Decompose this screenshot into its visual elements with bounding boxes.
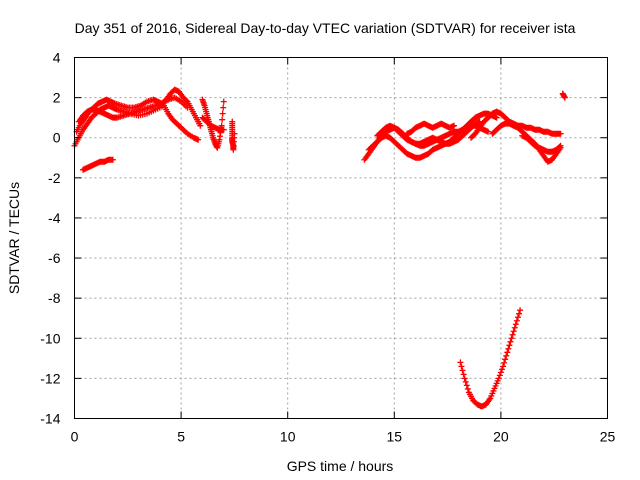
data-point [556, 143, 563, 150]
y-tick-label: -10 [40, 330, 60, 346]
data-point [557, 130, 564, 137]
data-point [458, 363, 465, 370]
data-point [557, 142, 564, 149]
data-point [462, 378, 469, 385]
data-point [500, 363, 507, 370]
data-point [517, 307, 524, 314]
y-tick-label: -6 [48, 250, 61, 266]
series-track-l [468, 108, 564, 141]
x-axis-label: GPS time / hours [287, 458, 394, 474]
data-point [504, 349, 511, 356]
series-track-a [71, 102, 202, 149]
data-point [495, 375, 502, 382]
data-point [511, 324, 518, 331]
axis-ticks: 0 5 10 15 20 25 -14 -12 -10 -8 -6 -4 -2 0 2 4 [40, 50, 615, 445]
data-point [506, 342, 513, 349]
data-marks [71, 86, 568, 410]
data-point [463, 382, 470, 389]
data-point [459, 367, 466, 374]
chart-title: Day 351 of 2016, Sidereal Day-to-day VTE… [75, 20, 576, 36]
data-point [503, 352, 510, 359]
series-track-p [457, 307, 524, 410]
series-track-n [519, 132, 564, 155]
data-point [513, 317, 520, 324]
data-point [501, 359, 508, 366]
y-tick-label: -4 [48, 210, 61, 226]
data-point [509, 331, 516, 338]
series-track-d [80, 156, 116, 173]
series-track-e [199, 96, 227, 151]
y-tick-label: -12 [40, 370, 60, 386]
data-point [457, 359, 464, 366]
data-point [502, 356, 509, 363]
data-point [219, 110, 226, 117]
data-point [464, 385, 471, 392]
data-point [184, 104, 191, 111]
data-point [109, 156, 116, 163]
x-tick-label: 10 [280, 429, 296, 445]
data-point [195, 136, 202, 143]
data-point [493, 114, 500, 121]
x-tick-label: 5 [177, 429, 185, 445]
series-track-k [404, 120, 457, 137]
data-point [220, 104, 227, 111]
y-tick-label: 4 [53, 50, 61, 66]
series-track-j [374, 118, 483, 147]
data-point [512, 321, 519, 328]
data-point [498, 366, 505, 373]
data-point [461, 375, 468, 382]
x-tick-label: 20 [493, 429, 509, 445]
x-tick-label: 0 [71, 429, 79, 445]
x-tick-label: 25 [600, 429, 616, 445]
data-point [450, 122, 457, 129]
series-track-g [229, 118, 238, 153]
data-point [219, 116, 226, 123]
data-point [231, 130, 238, 137]
data-point [220, 98, 227, 105]
data-point [516, 310, 523, 317]
data-point [514, 314, 521, 321]
y-tick-label: 2 [53, 90, 61, 106]
data-point [505, 345, 512, 352]
data-point [561, 94, 568, 101]
data-point [460, 371, 467, 378]
data-point [496, 372, 503, 379]
data-point [183, 97, 190, 104]
data-point [510, 328, 517, 335]
x-tick-label: 15 [387, 429, 403, 445]
data-point [508, 335, 515, 342]
grid [74, 57, 608, 419]
y-axis-label: SDTVAR / TECUs [6, 182, 22, 294]
data-point [220, 126, 227, 133]
y-tick-label: 0 [53, 130, 61, 146]
plot-frame [74, 57, 608, 419]
data-point [497, 369, 504, 376]
data-point [197, 122, 204, 129]
series-track-o [559, 90, 568, 101]
data-point [485, 128, 492, 135]
y-tick-label: -8 [48, 290, 61, 306]
y-tick-label: -14 [40, 411, 60, 427]
data-point [507, 338, 514, 345]
series-track-c [75, 94, 191, 125]
series-track-f [199, 114, 227, 133]
y-tick-label: -2 [48, 170, 61, 186]
